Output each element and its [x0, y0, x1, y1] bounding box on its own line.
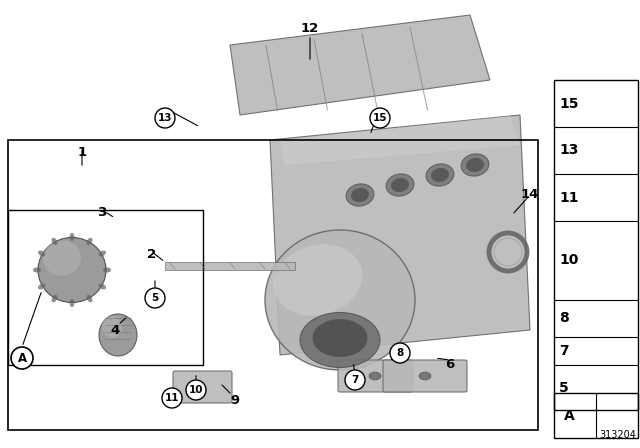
Ellipse shape: [86, 238, 92, 245]
Circle shape: [370, 108, 390, 128]
Text: 15: 15: [372, 113, 387, 123]
Ellipse shape: [70, 233, 74, 241]
Text: 9: 9: [230, 393, 239, 406]
Circle shape: [11, 347, 33, 369]
Text: A: A: [17, 352, 27, 365]
Ellipse shape: [52, 295, 58, 302]
Text: 11: 11: [164, 393, 179, 403]
Bar: [8, 210, 203, 365]
Text: 11: 11: [559, 190, 579, 204]
FancyBboxPatch shape: [383, 360, 467, 392]
Text: 10: 10: [559, 254, 579, 267]
Text: 8: 8: [396, 348, 404, 358]
Polygon shape: [270, 115, 530, 355]
Ellipse shape: [99, 250, 106, 256]
Text: 3: 3: [97, 207, 107, 220]
Ellipse shape: [391, 178, 409, 192]
Text: 2: 2: [147, 249, 157, 262]
Ellipse shape: [99, 284, 106, 289]
Ellipse shape: [38, 250, 45, 256]
Text: A: A: [564, 409, 575, 422]
Ellipse shape: [273, 244, 362, 316]
FancyBboxPatch shape: [338, 360, 412, 392]
Ellipse shape: [52, 238, 58, 245]
Ellipse shape: [426, 164, 454, 186]
Circle shape: [345, 370, 365, 390]
Text: 313204: 313204: [599, 430, 636, 440]
Text: 7: 7: [351, 375, 358, 385]
Ellipse shape: [461, 154, 489, 176]
Text: 13: 13: [157, 113, 172, 123]
Ellipse shape: [466, 158, 484, 172]
Polygon shape: [230, 15, 490, 115]
Text: 6: 6: [445, 358, 454, 371]
Ellipse shape: [419, 372, 431, 380]
Circle shape: [162, 388, 182, 408]
Ellipse shape: [386, 174, 414, 196]
Text: 4: 4: [110, 323, 120, 336]
Circle shape: [390, 343, 410, 363]
Ellipse shape: [431, 168, 449, 182]
Polygon shape: [280, 116, 520, 165]
Text: 14: 14: [521, 189, 539, 202]
Text: 5: 5: [152, 293, 159, 303]
Text: 12: 12: [301, 22, 319, 34]
Ellipse shape: [33, 267, 41, 272]
Ellipse shape: [99, 314, 137, 356]
Ellipse shape: [38, 284, 45, 289]
Ellipse shape: [351, 188, 369, 202]
Text: 13: 13: [559, 143, 579, 158]
Ellipse shape: [369, 372, 381, 380]
Bar: [165, 262, 295, 270]
Bar: [8, 140, 538, 430]
Circle shape: [186, 380, 206, 400]
Bar: [554, 80, 638, 410]
Text: 15: 15: [559, 96, 579, 111]
Ellipse shape: [102, 316, 122, 338]
Ellipse shape: [86, 295, 92, 302]
Circle shape: [155, 108, 175, 128]
Text: 8: 8: [559, 311, 569, 326]
FancyBboxPatch shape: [173, 371, 232, 403]
Ellipse shape: [38, 237, 106, 302]
Ellipse shape: [70, 299, 74, 307]
Text: 10: 10: [189, 385, 204, 395]
Ellipse shape: [346, 184, 374, 206]
Bar: [554, 393, 638, 438]
Ellipse shape: [265, 230, 415, 370]
Ellipse shape: [103, 267, 111, 272]
Text: 5: 5: [559, 380, 569, 395]
Text: 7: 7: [559, 344, 568, 358]
Text: 1: 1: [77, 146, 86, 159]
Ellipse shape: [312, 319, 367, 357]
Circle shape: [145, 288, 165, 308]
Ellipse shape: [300, 313, 380, 367]
Ellipse shape: [43, 241, 81, 276]
